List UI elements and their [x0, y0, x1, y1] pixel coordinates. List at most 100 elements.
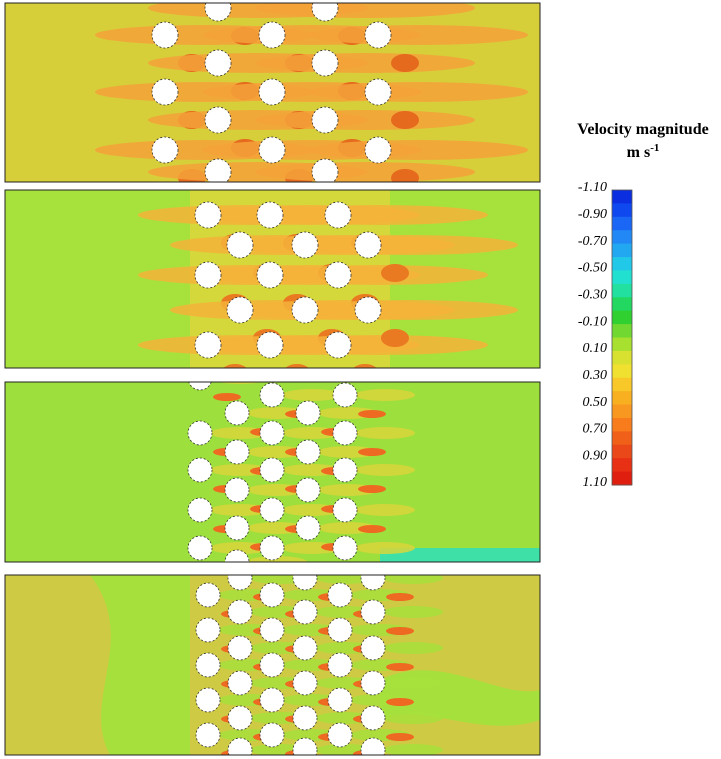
wake-region	[268, 265, 488, 285]
legend-title: Velocity magnitude	[577, 121, 708, 138]
wake-region	[383, 712, 443, 724]
cylinder	[364, 136, 392, 164]
cylinder	[311, 3, 339, 22]
colorbar-tick-label: -0.50	[578, 261, 607, 276]
colorbar-band	[612, 216, 632, 231]
cylinder	[259, 582, 285, 608]
cylinder	[295, 515, 321, 541]
cylinder	[360, 670, 386, 696]
wake-region	[255, 53, 475, 73]
cylinder	[224, 515, 250, 541]
colorbar: -1.10 -0.90 -0.70 -0.50 -0.30 -0.10 0.10 0.30 0.…	[578, 180, 633, 490]
jet-region	[223, 364, 247, 368]
colorbar-tick-label: -0.70	[578, 234, 607, 249]
cylinder	[227, 705, 253, 731]
wake-region	[315, 575, 375, 584]
colorbar-tick-label: -1.10	[578, 180, 607, 195]
jet-region	[353, 364, 377, 368]
jet-region	[381, 329, 409, 347]
jet-region	[285, 563, 313, 571]
jet-region	[391, 169, 419, 182]
cylinder	[187, 457, 213, 483]
cylinder	[292, 737, 318, 755]
wake-region	[383, 575, 443, 584]
colorbar-band	[612, 257, 632, 271]
jet-region	[391, 54, 419, 72]
cylinder	[195, 652, 221, 678]
cylinder	[360, 575, 386, 591]
cylinder	[292, 705, 318, 731]
contour-panels	[4, 2, 541, 756]
unit-base: m s	[627, 144, 651, 161]
cylinder	[327, 617, 353, 643]
cylinder	[360, 737, 386, 755]
cylinder	[324, 201, 352, 229]
cylinder	[295, 400, 321, 426]
cylinder	[195, 582, 221, 608]
jet-region	[381, 264, 409, 282]
cylinder	[311, 49, 339, 77]
cylinder	[204, 106, 232, 134]
wake-region	[383, 744, 443, 755]
wake-region	[308, 140, 528, 160]
cylinder	[259, 687, 285, 713]
cylinder	[292, 670, 318, 696]
cylinder	[204, 158, 232, 182]
cylinder	[194, 331, 222, 359]
cylinder	[258, 78, 286, 106]
colorbar-band	[612, 458, 632, 473]
jet-region	[358, 485, 386, 493]
colorbar-tick-label: -0.90	[578, 207, 607, 222]
jet-region	[358, 410, 386, 418]
cylinder	[188, 382, 212, 391]
cylinder	[332, 457, 358, 483]
colorbar-band	[612, 350, 632, 365]
cylinder	[194, 201, 222, 229]
jet-region	[386, 698, 414, 706]
cylinder	[256, 331, 284, 359]
jet-region	[386, 733, 414, 741]
cylinder	[258, 136, 286, 164]
wake-region	[383, 606, 443, 618]
cylinder	[227, 599, 253, 625]
cylinder	[327, 652, 353, 678]
panel-border	[4, 2, 541, 183]
colorbar-frame	[611, 189, 633, 486]
cylinder	[259, 457, 285, 483]
cylinder	[354, 231, 382, 259]
wake-region	[268, 335, 488, 355]
colorbar-band	[612, 270, 632, 285]
colorbar-tick-label: -0.10	[578, 314, 607, 329]
cylinder	[256, 261, 284, 289]
wake-region	[355, 504, 415, 516]
jet-region	[386, 593, 414, 601]
cylinder	[354, 296, 382, 324]
wake-region	[255, 3, 475, 18]
contour-panel	[5, 3, 540, 182]
wake-region	[383, 642, 443, 654]
cylinder	[292, 599, 318, 625]
colorbar-band	[612, 190, 632, 204]
colorbar-band	[612, 203, 632, 218]
colorbar-tick-label: 1.10	[583, 475, 608, 490]
jet-region	[358, 448, 386, 456]
cylinder	[324, 261, 352, 289]
cylinder	[332, 497, 358, 523]
cylinder	[258, 21, 286, 49]
colorbar-tick-label: -0.30	[578, 287, 607, 302]
colorbar-tick-label: 0.90	[583, 448, 608, 463]
jet-region	[386, 627, 414, 635]
colorbar-tick-label: 0.70	[583, 422, 608, 437]
colorbar-band	[612, 431, 632, 446]
jet-region	[358, 525, 386, 533]
cylinder	[291, 231, 319, 259]
jet-region	[285, 364, 309, 368]
colorbar-band	[612, 297, 632, 312]
cylinder	[311, 106, 339, 134]
contour-panel	[5, 190, 540, 368]
cylinder	[187, 535, 213, 561]
colorbar-band	[612, 230, 632, 245]
cylinder	[195, 617, 221, 643]
cylinder	[224, 439, 250, 465]
cylinder	[226, 296, 254, 324]
